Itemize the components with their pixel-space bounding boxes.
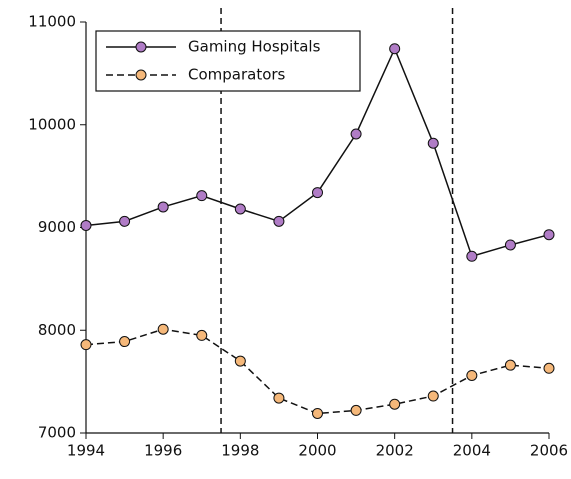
legend-box [95,30,361,92]
data-point [389,43,401,55]
data-point [466,250,478,262]
data-point [427,390,439,402]
legend-label: Gaming Hospitals [188,38,321,56]
x-tick-label: 1996 [144,442,182,460]
data-point [273,392,285,404]
y-tick-label: 9000 [38,218,76,236]
legend-marker [135,69,147,81]
data-point [389,398,401,410]
legend-label: Comparators [188,66,286,84]
x-tick-label: 2002 [376,442,414,460]
x-tick-label: 2000 [298,442,336,460]
data-point [543,362,555,374]
x-tick-label: 1998 [221,442,259,460]
series-line [85,328,550,415]
data-point [196,190,208,202]
data-point [80,339,92,351]
data-point [312,407,323,419]
data-point [273,215,285,227]
data-point [504,359,516,371]
x-tick-label: 2004 [453,442,491,460]
data-point [80,219,92,231]
data-point [312,187,323,199]
data-point [234,203,246,215]
data-point [234,355,246,367]
y-tick-label: 8000 [38,321,76,339]
y-tick-label: 7000 [38,424,76,442]
x-tick-label: 2006 [530,442,568,460]
data-point [427,137,439,149]
x-tick-label: 1994 [67,442,105,460]
data-point [504,239,516,251]
data-point [350,128,362,140]
y-tick-label: 11000 [28,13,76,31]
data-point [119,336,131,348]
y-tick-label: 10000 [28,115,76,133]
legend-marker [135,41,147,53]
data-point [157,323,169,335]
data-point [157,201,169,213]
data-point [196,329,208,341]
data-point [466,369,478,381]
data-point [543,229,555,241]
data-point [350,404,362,416]
data-point [119,215,131,227]
